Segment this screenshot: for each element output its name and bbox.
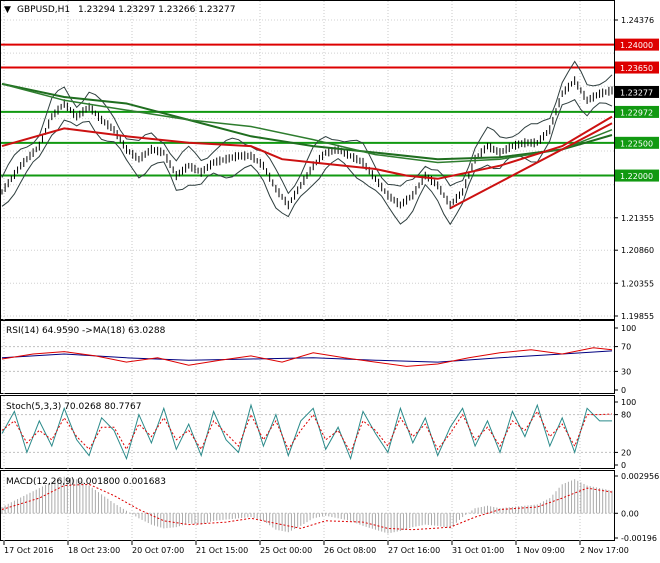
rsi-axis-label: 0 <box>621 386 626 395</box>
level-price-tag <box>615 105 659 118</box>
macd-histogram <box>1 476 613 534</box>
macd-axis-label: -0.00196 <box>621 534 657 543</box>
symbol-label: GBPUSD,H1 <box>17 5 70 15</box>
rsi-axis-label: 30 <box>621 367 631 376</box>
price-axis-label: 1.21355 <box>621 214 654 223</box>
time-axis-label: 1 Nov 09:00 <box>516 546 565 555</box>
macd-title: MACD(12,26,9) 0.001800 0.001683 <box>6 477 166 487</box>
time-axis-label: 2 Nov 17:00 <box>580 546 629 555</box>
stoch-axis-label: 80 <box>621 411 631 420</box>
collapse-triangle-icon[interactable]: ▼ <box>4 5 11 15</box>
time-axis-label: 18 Oct 23:00 <box>68 546 120 555</box>
stoch-panel-frame <box>0 395 615 469</box>
price-axis-label: 1.20860 <box>621 246 654 255</box>
trend-line <box>449 122 613 210</box>
price-axis-label: 1.24376 <box>621 16 654 25</box>
time-axis-label: 21 Oct 15:00 <box>196 546 248 555</box>
level-price-tag <box>615 136 659 149</box>
level-price-label: 1.22500 <box>620 139 653 148</box>
series-layer <box>1 60 613 534</box>
macd-signal-line <box>1 483 613 531</box>
current-price-tag <box>615 85 659 98</box>
level-price-label: 1.22972 <box>620 108 653 117</box>
stoch-title: Stoch(5,3,3) 70.0268 80.7767 <box>6 402 141 412</box>
time-axis-label: 31 Oct 01:00 <box>452 546 504 555</box>
ma-red-line <box>1 115 613 180</box>
stoch-axis-label: 20 <box>621 448 631 457</box>
bollinger-upper-band <box>1 60 613 195</box>
current-price-label: 1.23277 <box>620 88 653 97</box>
stoch-axis-label: 100 <box>621 398 636 407</box>
grid-layer <box>1 1 614 541</box>
price-axis-label: 1.19855 <box>621 312 654 321</box>
time-axis-label: 27 Oct 16:00 <box>388 546 440 555</box>
rsi-title: RSI(14) 64.9590 ->MA(18) 63.0288 <box>6 326 166 336</box>
level-price-tag <box>615 169 659 182</box>
macd-panel-frame <box>0 470 615 541</box>
time-axis-label: 25 Oct 00:00 <box>260 546 312 555</box>
stoch-axis-label: 0 <box>621 461 626 470</box>
time-axis-label: 20 Oct 07:00 <box>132 546 184 555</box>
rsi-line <box>1 347 613 367</box>
ma-fast-line <box>1 83 613 164</box>
rsi-axis-label: 70 <box>621 343 631 352</box>
stoch-main-line <box>1 403 612 461</box>
time-axis-label: 17 Oct 2016 <box>4 546 53 555</box>
axis-layer: 1.24376 1.21355 1.20860 1.20355 1.19855 100 70… <box>3 16 659 555</box>
level-price-tag <box>615 38 659 51</box>
stoch-signal-line <box>1 410 613 454</box>
ohlc-values: 1.23294 1.23297 1.23266 1.23277 <box>78 5 235 15</box>
macd-axis-label: 0.00 <box>621 509 639 518</box>
ma-slow-line <box>1 82 613 161</box>
level-price-label: 1.24000 <box>620 41 653 50</box>
macd-axis-label: 0.002956 <box>621 472 659 481</box>
level-price-tag <box>615 61 659 74</box>
rsi-ma-line <box>1 350 613 363</box>
price-axis-label: 1.20355 <box>621 279 654 288</box>
time-axis-label: 26 Oct 08:00 <box>324 546 376 555</box>
rsi-axis-label: 100 <box>621 324 636 333</box>
level-price-label: 1.23650 <box>620 64 653 73</box>
level-price-label: 1.22000 <box>620 172 653 181</box>
